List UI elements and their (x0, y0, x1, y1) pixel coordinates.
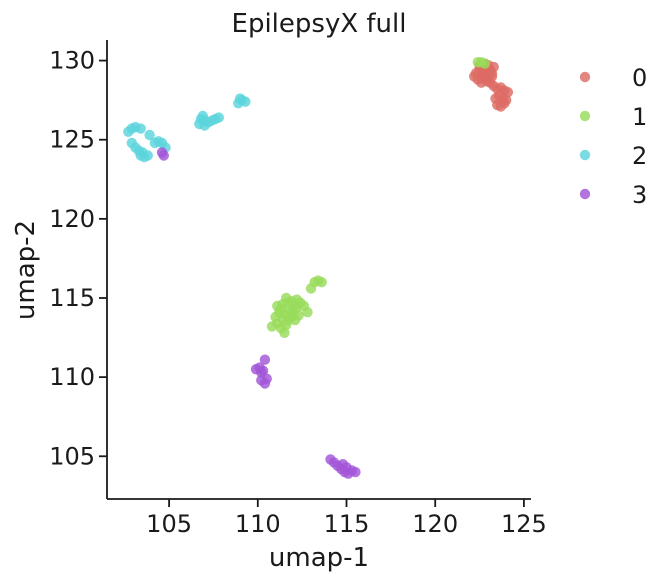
x-tick-label-120: 120 (412, 510, 458, 538)
point-series-2-28 (234, 93, 246, 104)
y-ticks: 105 110 115 120 125 130 (49, 47, 107, 470)
point-series-0-14 (469, 71, 480, 82)
legend-marker-3 (579, 188, 591, 200)
point-series-0-29 (490, 93, 501, 104)
x-ticks: 105 110 115 120 125 (146, 499, 547, 538)
point-series-2-10 (142, 150, 153, 161)
point-series-1-27 (275, 303, 287, 315)
x-tick-label-125: 125 (501, 510, 547, 538)
y-tick-label-110: 110 (49, 363, 95, 391)
legend-label-0: 0 (632, 64, 647, 92)
points-layer (123, 57, 514, 479)
point-series-2-23 (213, 112, 224, 123)
point-series-1-29 (270, 311, 281, 323)
point-series-1-6 (279, 327, 290, 338)
point-series-1-2 (479, 58, 491, 69)
point-series-1-23 (281, 292, 292, 304)
legend-marker-1 (579, 110, 591, 122)
chart-title: EpilepsyX full (232, 9, 407, 39)
legend-label-3: 3 (632, 181, 647, 209)
point-series-2-11 (144, 129, 155, 141)
legend: 0 1 2 3 (579, 64, 647, 209)
point-series-1-28 (288, 308, 299, 319)
x-axis-label: umap-1 (269, 543, 369, 573)
legend-marker-0 (579, 71, 591, 83)
point-series-3-1 (158, 150, 169, 161)
y-tick-label-115: 115 (49, 284, 95, 312)
point-series-1-33 (316, 277, 327, 288)
point-series-2-24 (197, 110, 208, 122)
point-series-3-17 (350, 466, 361, 478)
x-tick-label-115: 115 (324, 510, 370, 538)
x-tick-label-110: 110 (235, 510, 281, 538)
y-tick-label-105: 105 (49, 442, 95, 470)
point-series-3-19 (341, 462, 352, 473)
legend-label-2: 2 (632, 142, 647, 170)
point-series-2-3 (135, 123, 146, 134)
y-tick-label-120: 120 (49, 205, 95, 233)
y-tick-label-130: 130 (49, 47, 95, 75)
y-axis-label: umap-2 (11, 220, 41, 320)
legend-marker-2 (579, 149, 591, 161)
legend-label-1: 1 (632, 103, 647, 131)
point-series-3-5 (259, 354, 271, 365)
point-series-1-26 (302, 307, 313, 318)
point-series-0-31 (486, 68, 498, 79)
x-tick-label-105: 105 (146, 510, 192, 538)
y-tick-label-125: 125 (49, 126, 95, 154)
point-series-3-9 (261, 373, 272, 384)
